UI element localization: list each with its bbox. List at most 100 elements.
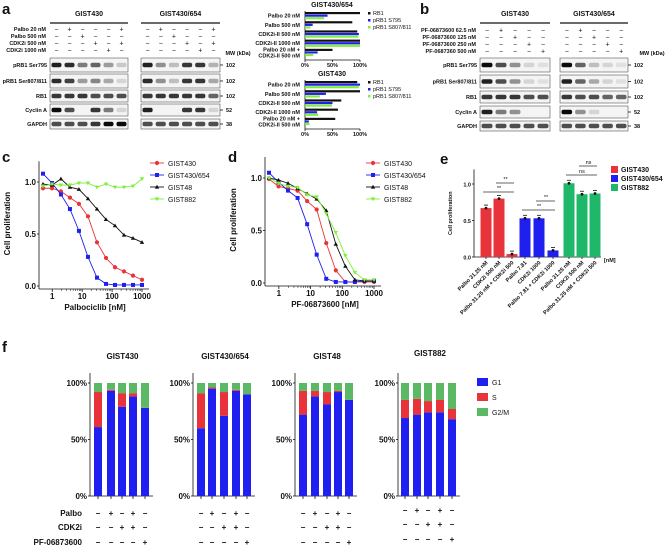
blot-band bbox=[142, 93, 153, 99]
bar-rb1 bbox=[305, 21, 353, 24]
blot-box bbox=[140, 57, 221, 73]
treatment-sign: − bbox=[210, 538, 215, 546]
treatment-sign: − bbox=[222, 538, 227, 546]
bar-prb1-s807-811 bbox=[305, 26, 311, 29]
treatment-sign: − bbox=[499, 49, 503, 56]
blot-band bbox=[495, 94, 507, 100]
data-point-gist48 bbox=[352, 277, 358, 282]
data-point-gist48 bbox=[85, 196, 91, 201]
data-point-gist882 bbox=[49, 182, 55, 187]
treatment-sign: − bbox=[198, 27, 202, 34]
blot-band bbox=[90, 107, 101, 113]
bar-gist882 bbox=[576, 194, 588, 257]
legend-swatch bbox=[368, 95, 371, 98]
legend-label: S bbox=[492, 395, 497, 402]
blot-band bbox=[195, 93, 206, 99]
bar-prb1-s807-811 bbox=[305, 53, 314, 57]
blot-band bbox=[90, 62, 101, 68]
data-point-gist882 bbox=[94, 185, 100, 190]
data-point-gist430 bbox=[67, 195, 73, 200]
treatment-label: Palbo 500 nM bbox=[11, 34, 47, 40]
data-point-gist48 bbox=[76, 187, 82, 191]
treatment-sign: − bbox=[565, 49, 569, 56]
x-tick-label: 10 bbox=[78, 292, 87, 301]
bar-segment-g1 bbox=[197, 428, 205, 496]
bar-segment-g1 bbox=[334, 392, 342, 496]
treatment-sign: − bbox=[185, 48, 189, 55]
treatment-sign: + bbox=[119, 41, 123, 48]
legend-label: RB1 bbox=[373, 80, 384, 86]
blot-band bbox=[90, 78, 101, 84]
treatment-sign: + bbox=[210, 509, 215, 518]
y-tick-label: 100% bbox=[272, 379, 292, 388]
mw-value: 102 bbox=[634, 95, 643, 101]
bar-segment-g1 bbox=[448, 419, 456, 496]
treatment-sign: − bbox=[336, 538, 341, 546]
treatment-sign: − bbox=[541, 35, 545, 42]
treatment-sign: − bbox=[199, 538, 204, 546]
blot-band bbox=[142, 121, 153, 127]
treatment-sign: − bbox=[198, 34, 202, 41]
blot-band bbox=[90, 93, 101, 99]
treatment-sign: − bbox=[67, 34, 71, 41]
y-tick-label: 50% bbox=[379, 436, 395, 445]
mw-value: 52 bbox=[634, 110, 640, 116]
panel-label-d: d bbox=[228, 149, 237, 166]
treatment-sign: − bbox=[513, 28, 517, 35]
legend-label: pRB1 S795 bbox=[373, 87, 401, 93]
blot-band bbox=[103, 107, 114, 113]
blot-band bbox=[64, 107, 75, 113]
blot-row-label: pRB1 Ser795 bbox=[443, 63, 477, 69]
treatment-sign: + bbox=[450, 535, 455, 544]
bar-segment-g2m bbox=[94, 383, 102, 393]
y-axis-title: Cell proliferation bbox=[3, 192, 12, 256]
treatment-sign: + bbox=[185, 41, 189, 48]
data-point-gist430-654 bbox=[121, 282, 126, 287]
data-point-gist48 bbox=[285, 181, 291, 185]
blot-band bbox=[615, 79, 627, 84]
treatment-sign: − bbox=[415, 535, 420, 544]
blot-band bbox=[602, 123, 613, 129]
blot-band bbox=[195, 78, 206, 84]
x-tick-label: 1 bbox=[50, 292, 55, 301]
legend-swatch bbox=[368, 81, 371, 84]
data-point-gist430-654 bbox=[333, 279, 338, 284]
x-tick-label: 0% bbox=[301, 63, 309, 69]
blot-band bbox=[537, 94, 549, 100]
chart-title: GIST430/654 bbox=[201, 352, 249, 361]
data-point-gist882 bbox=[121, 185, 127, 190]
treatment-sign: − bbox=[485, 49, 489, 56]
blot-band bbox=[495, 79, 507, 84]
category-label: Palbo 500 nM bbox=[265, 92, 301, 98]
bar-mean-point bbox=[510, 252, 514, 256]
blot-band bbox=[481, 94, 493, 100]
unit-label: [nM] bbox=[604, 258, 616, 264]
data-point-gist48 bbox=[343, 264, 348, 268]
bar-prb1-s795 bbox=[305, 111, 318, 114]
legend-marker bbox=[155, 173, 159, 177]
series-line-gist882 bbox=[42, 178, 143, 188]
treatment-sign: − bbox=[415, 520, 420, 529]
blot-band bbox=[561, 123, 573, 129]
treatment-sign: − bbox=[301, 538, 306, 546]
data-point-gist430 bbox=[76, 201, 82, 206]
bar-segment-g1 bbox=[299, 414, 307, 496]
bar-segment-s bbox=[107, 389, 115, 391]
treatment-sign: + bbox=[527, 42, 531, 49]
bar-prb1-s795 bbox=[305, 32, 359, 36]
treatment-sign: − bbox=[485, 35, 489, 42]
blot-row-label: Cyclin A bbox=[25, 108, 47, 114]
blot-band bbox=[77, 121, 88, 127]
blot-band bbox=[182, 121, 193, 127]
blot-band bbox=[208, 78, 219, 84]
bar-segment-g2m bbox=[220, 383, 228, 393]
bar-segment-g2m bbox=[197, 383, 205, 394]
treatment-sign: − bbox=[199, 523, 204, 532]
legend-swatch bbox=[368, 12, 371, 15]
data-point-gist430-654 bbox=[76, 228, 81, 233]
legend-marker bbox=[154, 184, 160, 189]
bar-mean-point bbox=[484, 206, 488, 210]
treatment-sign: − bbox=[185, 34, 189, 41]
y-tick-label: 0% bbox=[75, 492, 87, 501]
bar-segment-g1 bbox=[208, 388, 216, 496]
